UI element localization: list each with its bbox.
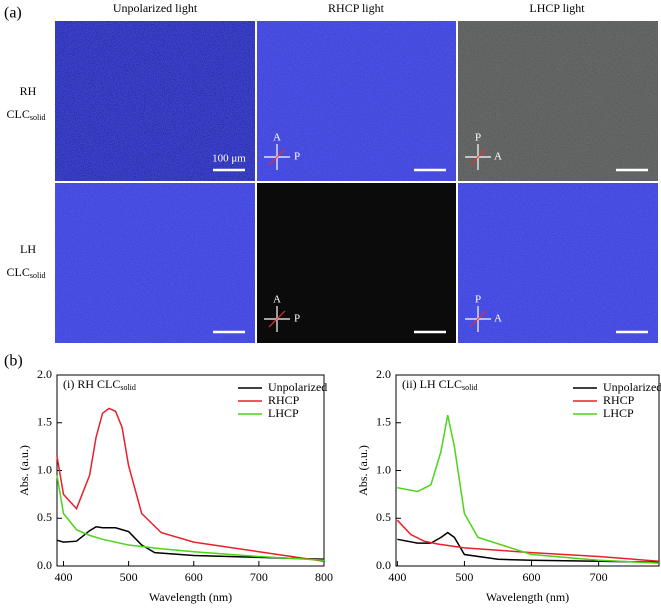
series-line <box>397 531 660 563</box>
x-tick-label: 600 <box>185 570 203 584</box>
x-tick-label: 400 <box>388 570 406 584</box>
polarizer-label: A <box>273 132 281 144</box>
x-axis-label: Wavelength (nm) <box>149 590 232 604</box>
micrograph-grid: 100 μm A P P A A P P A <box>55 21 658 343</box>
director <box>469 148 487 166</box>
x-tick-label: 800 <box>315 570 333 584</box>
series-line <box>397 414 660 564</box>
y-tick-label: 0.5 <box>376 510 391 524</box>
chart-title: (i) RH CLCsolid <box>63 377 136 392</box>
polarizer-label: A <box>494 313 502 325</box>
y-tick-label: 1.5 <box>37 415 52 429</box>
series-line <box>396 519 660 562</box>
chart-title-subscript: solid <box>462 383 478 392</box>
y-tick-label: 0.0 <box>37 558 52 572</box>
y-axis-label: Abs. (a.u.) <box>356 445 370 496</box>
y-tick-label: 2.0 <box>376 367 391 381</box>
chart-title-main: (ii) LH CLC <box>402 377 462 391</box>
column-header: LHCP light <box>529 1 585 15</box>
y-tick-label: 1.5 <box>376 415 391 429</box>
polarizer-label: P <box>294 313 300 325</box>
micrograph-texture <box>55 183 255 343</box>
y-tick-label: 1.0 <box>37 462 52 476</box>
y-tick-label: 0.0 <box>376 558 391 572</box>
legend-label: Unpolarized <box>603 380 661 394</box>
y-tick-label: 2.0 <box>37 367 52 381</box>
legend-label: LHCP <box>603 406 634 420</box>
micrograph-texture <box>257 21 456 181</box>
y-tick-label: 1.0 <box>376 462 391 476</box>
row-label: RH <box>20 84 37 98</box>
x-tick-label: 400 <box>55 570 73 584</box>
chart-title-subscript: solid <box>120 383 136 392</box>
x-tick-label: 700 <box>250 570 268 584</box>
legend-label: RHCP <box>268 393 300 407</box>
y-axis-label: Abs. (a.u.) <box>17 445 31 496</box>
micrograph-texture <box>458 183 658 343</box>
x-tick-label: 700 <box>590 570 608 584</box>
series-line <box>56 475 325 562</box>
row-label: LH <box>20 242 36 256</box>
chart-title: (ii) LH CLCsolid <box>402 377 478 392</box>
column-header: Unpolarized light <box>113 1 198 15</box>
micrograph-texture <box>55 21 255 181</box>
x-tick-label: 500 <box>455 570 473 584</box>
series-line <box>56 407 325 562</box>
polarizer-label: A <box>494 151 502 163</box>
legend-label: RHCP <box>603 393 635 407</box>
chart-title-main: (i) RH CLC <box>63 377 120 391</box>
micrograph <box>257 183 456 343</box>
charts: 0.0 0.5 1.0 1.5 2.0 400 500 600 700 800 Wavelength… <box>17 367 661 604</box>
legend-label: LHCP <box>268 406 299 420</box>
x-tick-label: 600 <box>523 570 541 584</box>
director <box>469 310 487 328</box>
row-label: CLCsolid <box>7 265 46 280</box>
x-axis-label: Wavelength (nm) <box>486 590 569 604</box>
polarizer-label: A <box>273 294 281 306</box>
column-header: RHCP light <box>328 1 385 15</box>
row-label: CLCsolid <box>7 107 46 122</box>
micrograph-texture <box>458 21 658 181</box>
polarizer-label: P <box>294 151 300 163</box>
polarizer-label: P <box>475 132 481 144</box>
series-line <box>56 526 325 561</box>
director <box>268 148 286 166</box>
part-label: (b) <box>4 353 23 370</box>
y-tick-label: 0.5 <box>37 510 52 524</box>
polarizer-label: P <box>475 294 481 306</box>
part-label: (a) <box>4 5 22 22</box>
legend-label: Unpolarized <box>268 380 327 394</box>
x-tick-label: 500 <box>120 570 138 584</box>
director <box>268 310 286 328</box>
scale-bar-label: 100 μm <box>212 153 246 165</box>
